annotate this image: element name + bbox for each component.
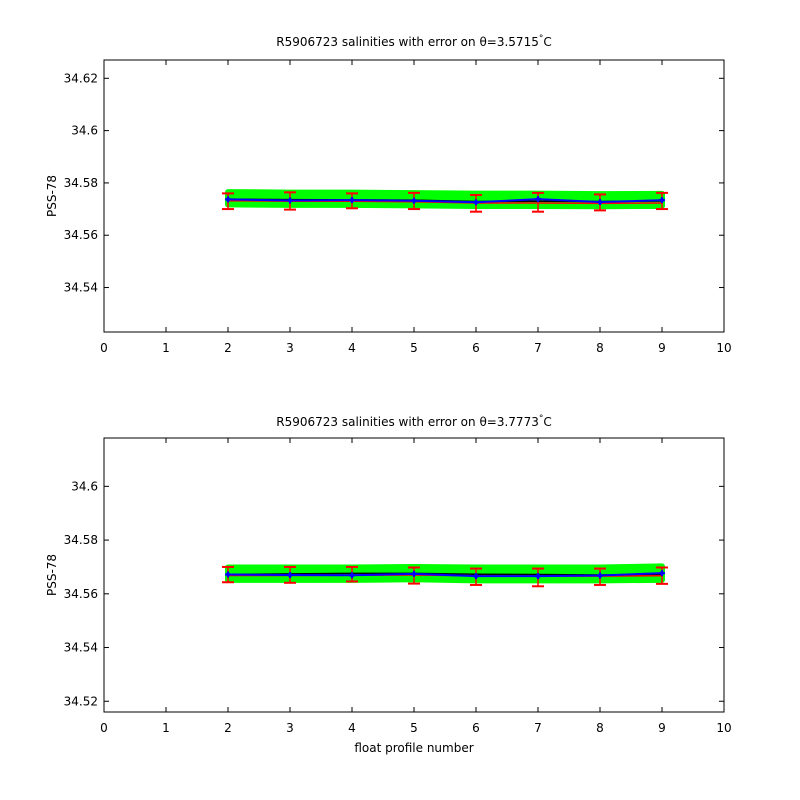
data-point-dot	[411, 198, 417, 203]
y-tick-label: 34.52	[64, 694, 98, 708]
chart-title: R5906723 salinities with error on θ=3.57…	[276, 34, 551, 49]
salinity-line	[227, 198, 663, 204]
data-point-dot	[349, 573, 355, 578]
x-tick-label: 0	[100, 721, 108, 735]
data-point-dot	[411, 571, 417, 577]
x-tick-label: 3	[286, 721, 294, 735]
y-tick-label: 34.58	[64, 176, 98, 190]
y-tick-label: 34.58	[64, 533, 98, 547]
x-tick-label: 2	[224, 721, 232, 735]
data-point-dot	[473, 573, 479, 579]
data-point-dot	[225, 197, 231, 202]
data-point-dot	[535, 196, 541, 202]
x-tick-label: 8	[596, 721, 604, 735]
data-point-dot	[597, 573, 603, 578]
data-point-dot	[659, 197, 665, 203]
x-tick-label: 10	[716, 721, 731, 735]
y-tick-label: 34.54	[64, 281, 98, 295]
x-tick-label: 2	[224, 341, 232, 355]
y-tick-label: 34.6	[71, 124, 98, 138]
data-point-dot	[659, 570, 665, 576]
chart-2: 0 1 2 3 4 5 6 7 8 9 10 34.52 34.54 34.56 34.58 34.6 R590…	[45, 414, 732, 755]
x-axis-label: float profile number	[354, 741, 473, 755]
y-tick-label: 34.54	[64, 641, 98, 655]
x-tick-label: 7	[534, 721, 542, 735]
x-tick-label: 9	[658, 721, 666, 735]
x-tick-label: 8	[596, 341, 604, 355]
x-tick-label: 6	[472, 341, 480, 355]
data-point-dot	[287, 198, 293, 203]
data-point-dot	[349, 197, 355, 203]
x-tick-label: 7	[534, 341, 542, 355]
x-tick-label: 10	[716, 341, 731, 355]
x-tick-label: 0	[100, 341, 108, 355]
x-tick-label: 3	[286, 341, 294, 355]
x-tick-label: 1	[162, 721, 170, 735]
x-tick-label: 5	[410, 721, 418, 735]
data-point-dot	[287, 572, 293, 578]
x-tick-label: 6	[472, 721, 480, 735]
x-tick-label: 4	[348, 721, 356, 735]
data-point-dot	[473, 200, 479, 205]
x-tick-label: 4	[348, 341, 356, 355]
y-axis-label: PSS-78	[45, 554, 59, 596]
data-point-dot	[597, 199, 603, 205]
x-tick-label: 5	[410, 341, 418, 355]
y-tick-label: 34.62	[64, 71, 98, 85]
salinity-line	[227, 572, 663, 578]
y-tick-label: 34.56	[64, 228, 98, 242]
x-tick-label: 1	[162, 341, 170, 355]
data-point-dot	[225, 572, 231, 577]
y-tick-label: 34.56	[64, 587, 98, 601]
x-tick-label: 9	[658, 341, 666, 355]
y-tick-label: 34.6	[71, 479, 98, 493]
y-axis-label: PSS-78	[45, 175, 59, 217]
chart-1: 0 1 2 3 4 5 6 7 8 9 10 34.54 34.56 34.58 34.6 34.62 R590…	[45, 34, 732, 355]
data-point-dot	[535, 573, 541, 579]
chart-title: R5906723 salinities with error on θ=3.77…	[276, 414, 551, 429]
